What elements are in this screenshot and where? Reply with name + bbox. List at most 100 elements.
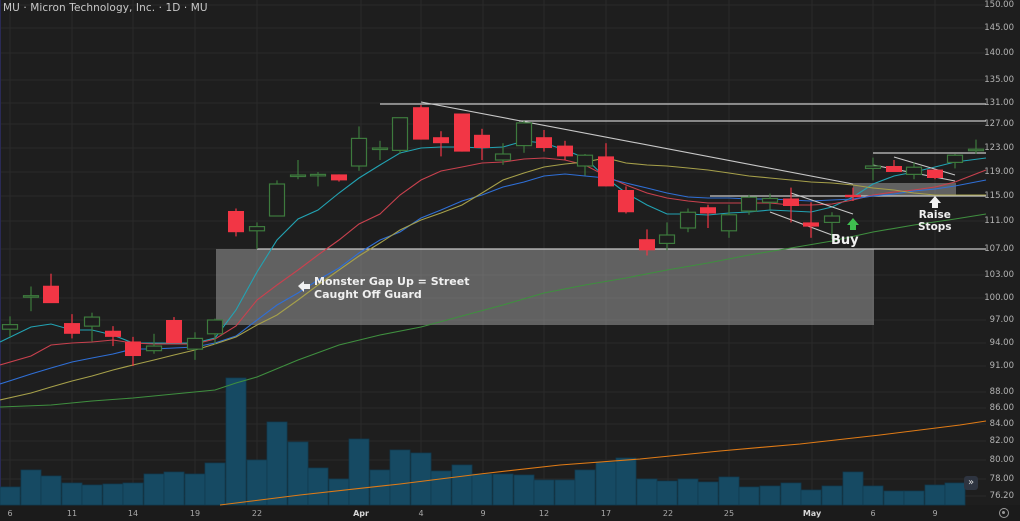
- gap-annotation: Monster Gap Up = Street Caught Off Guard: [314, 275, 469, 301]
- candle-down: [125, 336, 141, 366]
- time-axis-background: [0, 505, 1020, 521]
- price-axis-label: 78.00: [989, 474, 1014, 484]
- price-axis-label: 94.00: [989, 338, 1014, 348]
- gap-annotation-line2: Caught Off Guard: [314, 288, 422, 301]
- candle-up: [761, 193, 779, 210]
- arrow-left-icon: [298, 281, 310, 292]
- candle-up: [1, 316, 19, 337]
- price-axis-label: 76.20: [989, 491, 1014, 501]
- candle-down: [64, 314, 80, 339]
- candle-up: [740, 194, 758, 215]
- scroll-to-realtime-button[interactable]: »: [964, 476, 978, 490]
- candle-body: [289, 174, 307, 178]
- volume-bar: [40, 475, 62, 506]
- price-axis-label: 103.00: [984, 270, 1014, 280]
- chart-settings-gear-icon[interactable]: [999, 508, 1009, 518]
- candle-down: [557, 140, 573, 160]
- moving-average-line: [219, 420, 987, 506]
- zone-box: [853, 183, 956, 196]
- time-axis-label: 22: [251, 509, 263, 518]
- candle-down: [43, 273, 59, 304]
- candle-body: [783, 198, 799, 206]
- price-axis-label: 82.00: [989, 436, 1014, 446]
- candle-up: [679, 208, 697, 233]
- candle-body: [309, 173, 327, 177]
- volume-bar: [718, 476, 740, 506]
- volume-bar: [410, 452, 432, 506]
- candle-down: [433, 131, 449, 157]
- time-axis-label: 25: [723, 509, 735, 518]
- price-axis-label: 123.00: [984, 143, 1014, 153]
- candle-body: [371, 147, 389, 151]
- candle-up: [658, 222, 676, 251]
- volume-bar: [697, 481, 719, 506]
- volume-bar: [81, 484, 103, 506]
- candle-body: [22, 295, 40, 298]
- candle-down: [700, 204, 716, 228]
- candle-body: [43, 285, 59, 304]
- candle-up: [823, 212, 841, 240]
- volume-bar: [204, 462, 226, 506]
- candle-body: [83, 316, 101, 327]
- candle-body: [845, 194, 861, 198]
- volume-bar: [471, 473, 493, 506]
- candle-up: [309, 172, 327, 187]
- candle-up: [576, 154, 594, 176]
- candle-body: [618, 190, 634, 213]
- trendline: [790, 192, 854, 215]
- volume-bar: [451, 464, 473, 506]
- trendline: [420, 101, 854, 185]
- candle-body: [967, 148, 985, 152]
- price-axis-label: 86.00: [989, 403, 1014, 413]
- buy-annotation: Buy: [831, 233, 859, 248]
- volume-bar: [533, 479, 555, 506]
- candle-body: [598, 156, 614, 187]
- candle-up: [371, 140, 389, 160]
- volume-bar: [61, 482, 83, 506]
- volume-bar: [759, 485, 781, 506]
- volume-bar: [348, 438, 370, 506]
- candle-up: [83, 312, 101, 342]
- price-axis-label: 119.00: [984, 167, 1014, 177]
- time-axis-label: 9: [932, 509, 938, 518]
- candle-body: [740, 196, 758, 212]
- time-axis-label: 14: [127, 509, 139, 518]
- volume-bar: [738, 486, 760, 506]
- raise-stops-line1: Raise: [918, 209, 951, 221]
- raise-stops-arrow-up-icon: [929, 196, 941, 208]
- price-axis-label: 135.00: [984, 75, 1014, 85]
- time-axis-label: 6: [870, 509, 876, 518]
- volume-bar: [513, 474, 535, 506]
- candle-body: [248, 226, 266, 232]
- candle-down: [618, 186, 634, 214]
- candle-down: [639, 229, 655, 256]
- candle-down: [413, 105, 429, 140]
- candle-body: [927, 169, 943, 178]
- time-axis-label: 4: [418, 509, 424, 518]
- volume-bar: [944, 482, 966, 506]
- price-axis-label: 140.00: [984, 48, 1014, 58]
- volume-bar: [143, 473, 165, 506]
- candle-body: [557, 145, 573, 157]
- price-axis-label: 131.00: [984, 98, 1014, 108]
- candle-body: [576, 154, 594, 167]
- candle-up: [22, 286, 40, 312]
- time-axis-label: May: [802, 509, 822, 518]
- candle-body: [886, 166, 902, 172]
- price-axis-label: 97.00: [989, 315, 1014, 325]
- trendline: [769, 211, 833, 236]
- candle-up: [720, 204, 738, 238]
- volume-bar: [430, 470, 452, 506]
- volume-bar: [307, 467, 329, 506]
- candle-up: [515, 120, 533, 153]
- moving-average-line: [0, 157, 986, 401]
- candle-down: [474, 128, 490, 160]
- moving-average-line: [0, 213, 987, 408]
- candle-down: [886, 160, 902, 172]
- candle-body: [474, 134, 490, 148]
- candle-body: [1, 324, 19, 330]
- candle-body: [864, 165, 882, 170]
